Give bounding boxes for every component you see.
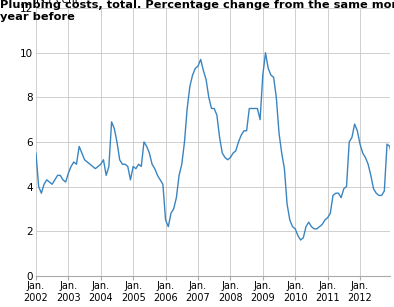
- Text: Per cent: Per cent: [36, 0, 79, 5]
- Text: Plumbing costs, total. Percentage change from the same month one
year before: Plumbing costs, total. Percentage change…: [0, 0, 394, 21]
